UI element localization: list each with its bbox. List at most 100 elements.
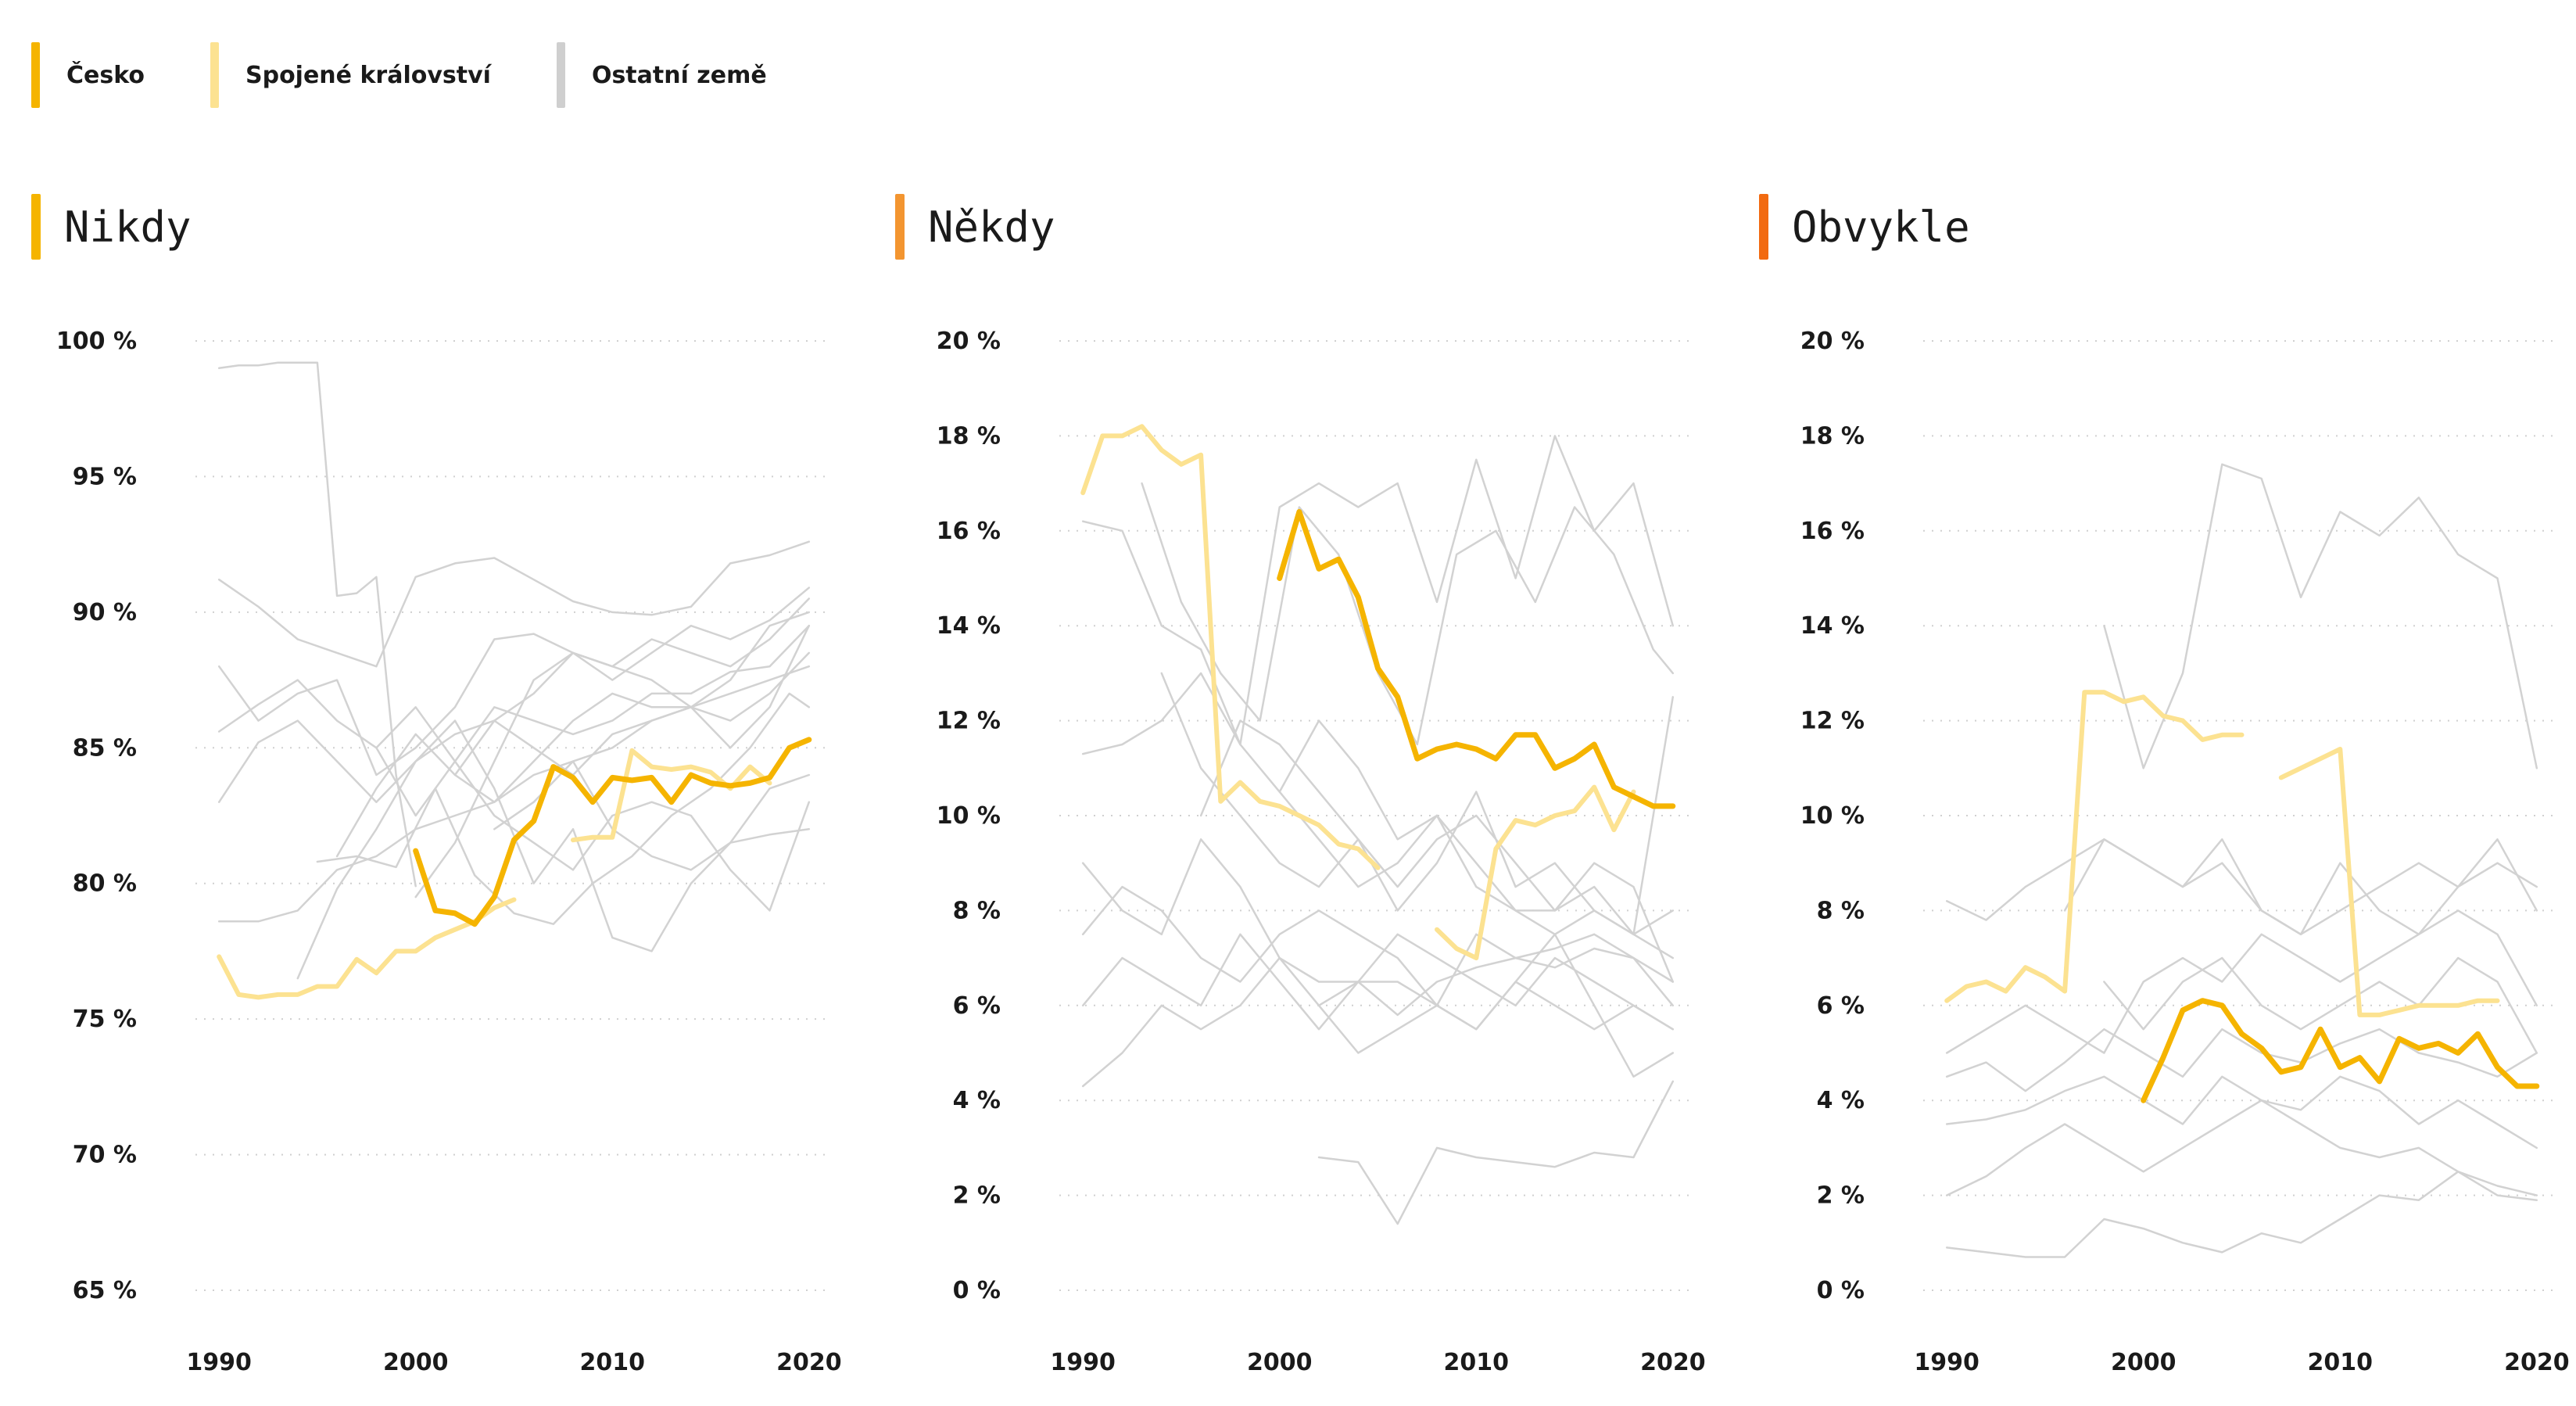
y-tick-label: 18 %	[1800, 422, 1865, 450]
legend: Česko Spojené království Ostatní země	[31, 42, 833, 108]
y-tick-label: 4 %	[953, 1087, 1001, 1114]
y-tick-label: 10 %	[937, 802, 1001, 830]
series-line-others	[1141, 482, 1675, 746]
y-tick-label: 95 %	[73, 463, 137, 490]
x-tick-label: 2020	[2504, 1349, 2570, 1376]
series-line-others	[1945, 1075, 2538, 1150]
panel-header: Někdy	[895, 194, 1055, 260]
y-tick-label: 6 %	[1817, 992, 1865, 1020]
series-line-others	[1945, 1099, 2538, 1201]
legend-label-others: Ostatní země	[591, 61, 767, 89]
series-line-others	[217, 586, 811, 777]
series-line-others	[375, 706, 811, 912]
series-line-others	[1945, 909, 2538, 1054]
x-tick-label: 2000	[383, 1349, 449, 1376]
y-tick-label: 90 %	[73, 599, 137, 626]
x-tick-label: 1990	[1914, 1349, 1979, 1376]
y-tick-label: 70 %	[73, 1142, 137, 1169]
series-line-others	[2063, 838, 2538, 936]
series-line-others	[217, 665, 811, 923]
legend-item-uk: Spojené království	[210, 42, 491, 108]
series-line-czech	[1277, 509, 1676, 809]
series-line-others	[217, 624, 811, 817]
series-line-others	[1081, 435, 1675, 746]
series-line-others	[217, 540, 811, 668]
panel-title-bar	[895, 194, 905, 260]
panel-title: Obvykle	[1792, 202, 1970, 252]
x-tick-label: 2010	[2308, 1349, 2374, 1376]
panel-never: Nikdy 100 % 95 % 90 % 85 % 80 % 75 % 70 % 65 % 1…	[0, 0, 858, 1406]
series-line-czech	[2141, 998, 2540, 1103]
panel-title: Někdy	[928, 202, 1055, 252]
panel-sometimes: Někdy 20 % 18 % 16 % 14 % 12 % 10 % 8 % 6 % 4 % 2…	[864, 0, 1722, 1406]
y-tick-label: 12 %	[937, 708, 1001, 735]
series-line-others	[1278, 696, 1675, 936]
legend-item-others: Ostatní země	[556, 42, 767, 108]
x-tick-label: 2020	[776, 1349, 842, 1376]
y-tick-label: 20 %	[937, 328, 1001, 355]
series-line-others	[2103, 956, 2538, 1054]
y-tick-label: 100 %	[56, 328, 137, 355]
series-line-others	[1945, 838, 2538, 936]
x-tick-label: 2020	[1640, 1349, 1706, 1376]
x-tick-label: 2000	[1247, 1349, 1313, 1376]
y-tick-label: 6 %	[953, 992, 1001, 1020]
x-tick-label: 2010	[580, 1349, 646, 1376]
y-tick-label: 12 %	[1800, 708, 1865, 735]
y-tick-label: 85 %	[73, 734, 137, 762]
y-tick-label: 20 %	[1800, 328, 1865, 355]
x-tick-label: 1990	[186, 1349, 252, 1376]
series-line-uk	[1080, 424, 1636, 961]
legend-swatch-uk	[210, 42, 219, 108]
series-line-others	[316, 692, 811, 925]
series-line-uk	[217, 748, 772, 1000]
chart-never: 100 % 95 % 90 % 85 % 80 % 75 % 70 % 65 % 1990 200…	[56, 328, 842, 1376]
y-tick-label: 8 %	[1817, 897, 1865, 924]
legend-item-czech: Česko	[31, 42, 145, 108]
y-tick-label: 4 %	[1817, 1087, 1865, 1114]
y-tick-label: 18 %	[937, 422, 1001, 450]
chart-sometimes: 20 % 18 % 16 % 14 % 12 % 10 % 8 % 6 % 4 % 2 % 0 % 1…	[937, 328, 1706, 1376]
y-tick-label: 16 %	[937, 518, 1001, 545]
series-line-others	[1945, 1028, 2538, 1092]
y-tick-label: 10 %	[1800, 802, 1865, 830]
series-line-others	[453, 597, 811, 777]
series-line-others	[217, 651, 811, 803]
y-tick-label: 75 %	[73, 1006, 137, 1033]
legend-label-uk: Spojené království	[245, 61, 491, 89]
y-tick-label: 8 %	[953, 897, 1001, 924]
y-tick-label: 65 %	[73, 1277, 137, 1304]
x-tick-label: 2000	[2111, 1349, 2177, 1376]
x-tick-label: 2010	[1444, 1349, 1510, 1376]
y-tick-label: 2 %	[953, 1182, 1001, 1210]
y-tick-label: 14 %	[1800, 612, 1865, 640]
series-line-others	[1160, 672, 1675, 936]
panel-title-bar	[31, 194, 41, 260]
series-line-others	[217, 361, 417, 888]
series-line-others	[296, 719, 811, 980]
series-line-others	[1317, 981, 1675, 1031]
panel-header: Nikdy	[31, 194, 192, 260]
chart-usually: 20 % 18 % 16 % 14 % 12 % 10 % 8 % 6 % 4 % 2 % 0 % 1…	[1800, 328, 2570, 1376]
series-line-others	[1317, 1080, 1675, 1225]
legend-swatch-czech	[31, 42, 40, 108]
y-tick-label: 0 %	[1817, 1277, 1865, 1304]
series-line-others	[1081, 838, 1675, 1017]
series-line-uk	[1944, 690, 2500, 1017]
panel-usually: Obvykle 20 % 18 % 16 % 14 % 12 % 10 % 8 % 6 % 4 …	[1728, 0, 2576, 1406]
y-tick-label: 0 %	[953, 1277, 1001, 1304]
legend-swatch-others	[556, 42, 565, 108]
series-line-others	[2103, 463, 2538, 769]
series-line-others	[1081, 933, 1675, 1088]
panel-title: Nikdy	[64, 202, 192, 252]
series-line-others	[335, 624, 811, 858]
y-tick-label: 16 %	[1800, 518, 1865, 545]
y-tick-label: 2 %	[1817, 1182, 1865, 1210]
series-line-czech	[413, 737, 812, 927]
series-line-others	[1081, 885, 1675, 1007]
series-line-others	[1945, 1171, 2538, 1258]
x-tick-label: 1990	[1050, 1349, 1116, 1376]
y-tick-label: 80 %	[73, 870, 137, 898]
series-line-others	[1199, 719, 1675, 983]
panel-title-bar	[1759, 194, 1768, 260]
